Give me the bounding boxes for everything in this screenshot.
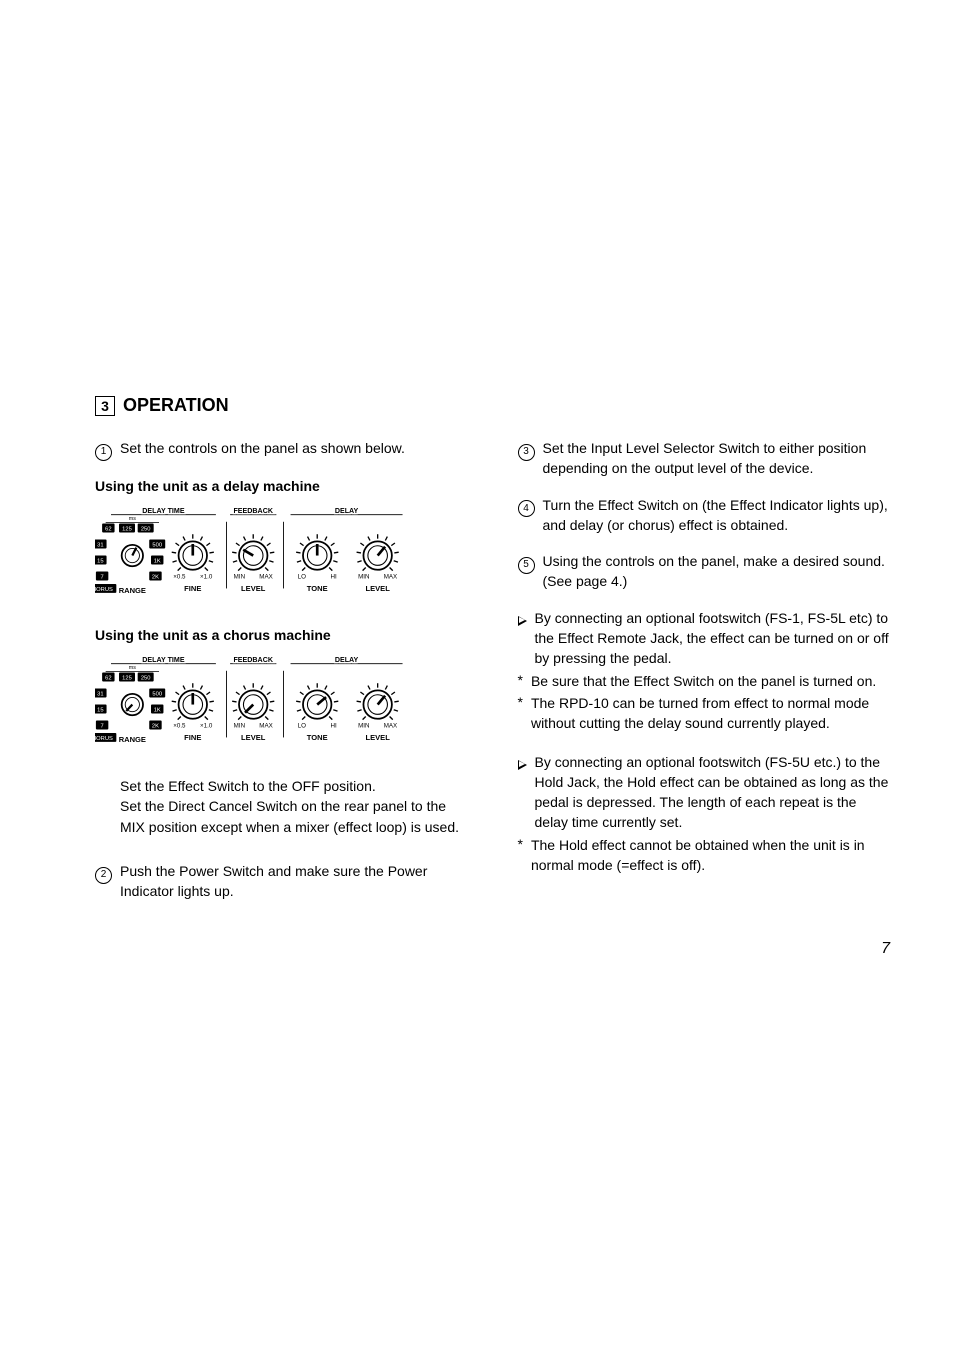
- step-number-1: 1: [95, 444, 112, 461]
- section-number: 3: [95, 396, 115, 416]
- body-text: Set the Effect Switch to the OFF positio…: [95, 776, 468, 837]
- step-1: 1 Set the controls on the panel as shown…: [95, 438, 468, 460]
- svg-text:15: 15: [97, 708, 103, 714]
- svg-text:7: 7: [101, 724, 104, 730]
- svg-text:×1.0: ×1.0: [200, 723, 213, 730]
- page-number: 7: [881, 940, 890, 958]
- svg-text:62: 62: [105, 676, 111, 682]
- svg-text:LEVEL: LEVEL: [241, 584, 266, 593]
- svg-text:125: 125: [122, 526, 132, 532]
- step-2-text: Push the Power Switch and make sure the …: [120, 861, 468, 902]
- svg-text:LEVEL: LEVEL: [365, 584, 390, 593]
- svg-text:MAX: MAX: [384, 573, 398, 580]
- svg-text:250: 250: [141, 526, 151, 532]
- step-number-2: 2: [95, 867, 112, 884]
- svg-text:×0.5: ×0.5: [173, 723, 186, 730]
- svg-text:DELAY TIME: DELAY TIME: [142, 507, 185, 515]
- svg-text:31: 31: [97, 692, 103, 698]
- svg-text:HI: HI: [331, 723, 337, 730]
- svg-text:ms: ms: [129, 516, 136, 522]
- chorus-heading: Using the unit as a chorus machine: [95, 627, 468, 643]
- svg-text:125: 125: [122, 676, 132, 682]
- svg-text:FEEDBACK: FEEDBACK: [233, 656, 273, 664]
- asterisk-icon: *: [518, 837, 523, 878]
- svg-text:×1.0: ×1.0: [200, 573, 213, 580]
- svg-text:RANGE: RANGE: [119, 586, 146, 595]
- body-line-2: Set the Direct Cancel Switch on the rear…: [120, 798, 459, 834]
- section-title: OPERATION: [123, 395, 229, 416]
- step-2: 2 Push the Power Switch and make sure th…: [95, 861, 468, 902]
- svg-text:7: 7: [101, 574, 104, 580]
- svg-text:500: 500: [152, 542, 162, 548]
- svg-text:RANGE: RANGE: [119, 735, 146, 744]
- svg-text:LO: LO: [298, 573, 306, 580]
- svg-text:LO: LO: [298, 723, 306, 730]
- svg-text:62: 62: [105, 526, 111, 532]
- asterisk-icon: *: [518, 673, 523, 693]
- svg-text:250: 250: [141, 676, 151, 682]
- step-5-text: Using the controls on the panel, make a …: [543, 551, 891, 592]
- svg-text:LEVEL: LEVEL: [365, 733, 390, 742]
- note-c: * The RPD-10 can be turned from effect t…: [518, 693, 891, 734]
- svg-text:×0.5: ×0.5: [173, 573, 186, 580]
- svg-text:LEVEL: LEVEL: [241, 733, 266, 742]
- step-number-3: 3: [518, 444, 535, 461]
- svg-text:15: 15: [97, 558, 103, 564]
- left-column: 1 Set the controls on the panel as shown…: [95, 438, 468, 918]
- step-number-4: 4: [518, 500, 535, 517]
- step-1-text: Set the controls on the panel as shown b…: [120, 438, 405, 460]
- svg-text:MAX: MAX: [259, 573, 273, 580]
- svg-text:DELAY: DELAY: [335, 656, 359, 664]
- triangle-icon: [518, 616, 527, 626]
- step-3-text: Set the Input Level Selector Switch to e…: [543, 438, 891, 479]
- note-d: By connecting an optional footswitch (FS…: [518, 752, 891, 833]
- note-d-text: By connecting an optional footswitch (FS…: [535, 752, 891, 833]
- svg-text:31: 31: [97, 542, 103, 548]
- note-e: * The Hold effect cannot be obtained whe…: [518, 835, 891, 876]
- note-b-text: Be sure that the Effect Switch on the pa…: [531, 671, 876, 691]
- svg-text:CHORUS: CHORUS: [95, 587, 113, 593]
- svg-text:ms: ms: [129, 665, 136, 671]
- svg-text:500: 500: [152, 692, 162, 698]
- svg-text:DELAY: DELAY: [335, 507, 359, 515]
- note-a: By connecting an optional footswitch (FS…: [518, 608, 891, 669]
- svg-text:CHORUS: CHORUS: [95, 736, 113, 742]
- svg-text:2K: 2K: [152, 574, 159, 580]
- chorus-panel-diagram: DELAY TIME FEEDBACK DELAY ms 62 125 250 31 5…: [95, 653, 468, 758]
- svg-text:FINE: FINE: [184, 733, 201, 742]
- svg-text:MAX: MAX: [384, 723, 398, 730]
- svg-text:TONE: TONE: [307, 733, 328, 742]
- asterisk-icon: *: [518, 695, 523, 736]
- svg-text:MAX: MAX: [259, 723, 273, 730]
- note-e-text: The Hold effect cannot be obtained when …: [531, 835, 890, 876]
- svg-text:MIN: MIN: [358, 723, 369, 730]
- right-column: 3 Set the Input Level Selector Switch to…: [518, 438, 891, 918]
- svg-text:1K: 1K: [154, 558, 161, 564]
- svg-text:TONE: TONE: [307, 584, 328, 593]
- delay-panel-diagram: DELAY TIME FEEDBACK DELAY ms 62 125 250 31 5…: [95, 504, 468, 609]
- svg-text:DELAY TIME: DELAY TIME: [142, 656, 185, 664]
- triangle-icon: [518, 760, 527, 770]
- step-number-5: 5: [518, 557, 535, 574]
- step-5: 5 Using the controls on the panel, make …: [518, 551, 891, 592]
- step-4-text: Turn the Effect Switch on (the Effect In…: [543, 495, 891, 536]
- svg-text:FEEDBACK: FEEDBACK: [233, 507, 273, 515]
- delay-heading: Using the unit as a delay machine: [95, 478, 468, 494]
- section-header: 3 OPERATION: [95, 395, 890, 416]
- step-4: 4 Turn the Effect Switch on (the Effect …: [518, 495, 891, 536]
- svg-text:MIN: MIN: [234, 723, 245, 730]
- note-c-text: The RPD-10 can be turned from effect to …: [531, 693, 890, 734]
- step-3: 3 Set the Input Level Selector Switch to…: [518, 438, 891, 479]
- svg-text:MIN: MIN: [358, 573, 369, 580]
- svg-text:1K: 1K: [154, 708, 161, 714]
- note-b: * Be sure that the Effect Switch on the …: [518, 671, 891, 691]
- note-a-text: By connecting an optional footswitch (FS…: [535, 608, 891, 669]
- svg-text:HI: HI: [331, 573, 337, 580]
- body-line-1: Set the Effect Switch to the OFF positio…: [120, 778, 376, 794]
- svg-text:FINE: FINE: [184, 584, 201, 593]
- svg-text:MIN: MIN: [234, 573, 245, 580]
- svg-text:2K: 2K: [152, 724, 159, 730]
